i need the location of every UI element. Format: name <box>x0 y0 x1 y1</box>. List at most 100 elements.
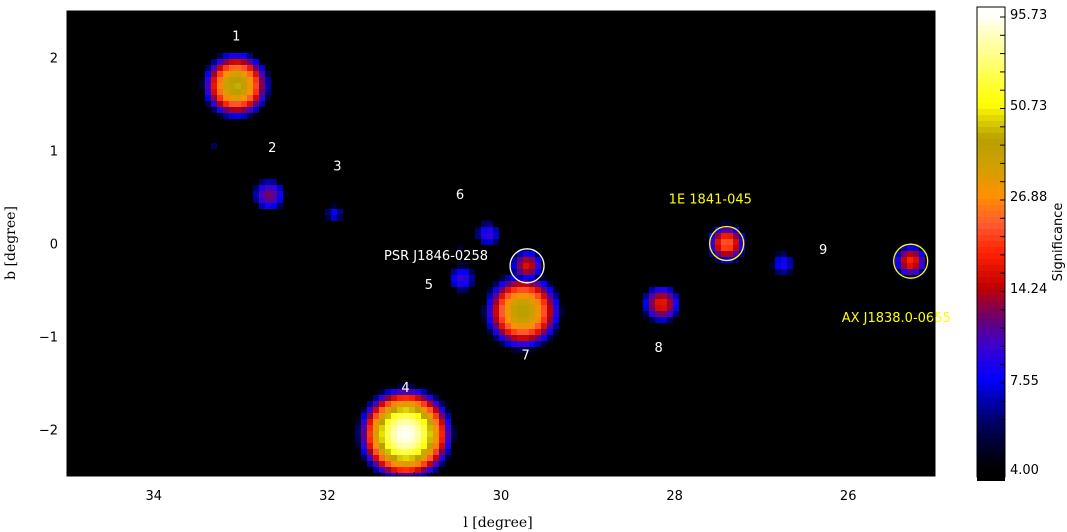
map-pixel <box>211 101 217 107</box>
map-pixel <box>415 467 421 473</box>
map-pixel <box>541 299 547 305</box>
map-pixel <box>367 443 373 449</box>
map-pixel <box>217 65 223 71</box>
map-pixel <box>247 89 253 95</box>
x-tick-label: 30 <box>493 489 510 504</box>
map-pixel <box>247 83 253 89</box>
map-pixel <box>439 419 445 425</box>
map-pixel <box>403 419 409 425</box>
map-pixel <box>403 395 409 401</box>
map-pixel <box>397 467 403 473</box>
map-pixel <box>493 323 499 329</box>
map-pixel <box>277 197 283 203</box>
map-pixel <box>457 281 463 287</box>
map-pixel <box>493 311 499 317</box>
map-pixel <box>265 191 271 197</box>
source-name-label: 1E 1841-045 <box>669 193 752 208</box>
map-pixel <box>379 401 385 407</box>
colorbar-cell <box>977 235 1005 241</box>
map-pixel <box>373 467 379 473</box>
x-tick-label: 34 <box>146 489 163 504</box>
map-pixel <box>373 437 379 443</box>
map-pixel <box>247 77 253 83</box>
map-pixel <box>247 53 253 59</box>
map-pixel <box>247 59 253 65</box>
map-pixel <box>253 197 259 203</box>
map-pixel <box>205 65 211 71</box>
map-pixel <box>385 461 391 467</box>
map-pixel <box>241 77 247 83</box>
map-pixel <box>667 305 673 311</box>
map-pixel <box>469 269 475 275</box>
source-blob <box>481 269 565 353</box>
map-pixel <box>397 419 403 425</box>
map-pixel <box>733 239 739 245</box>
map-pixel <box>505 281 511 287</box>
map-pixel <box>385 431 391 437</box>
map-pixel <box>553 299 559 305</box>
map-pixel <box>439 449 445 455</box>
map-pixel <box>391 461 397 467</box>
colorbar-cell <box>977 295 1005 301</box>
map-pixel <box>523 311 529 317</box>
colorbar-cell <box>977 379 1005 385</box>
map-pixel <box>409 455 415 461</box>
map-pixel <box>559 311 565 317</box>
colorbar-cell <box>977 175 1005 181</box>
colorbar-tick-label: 14.24 <box>1010 282 1047 297</box>
map-pixel <box>427 437 433 443</box>
map-pixel <box>415 389 421 395</box>
map-pixel <box>385 413 391 419</box>
map-pixel <box>397 437 403 443</box>
colorbar-cell <box>977 265 1005 271</box>
map-pixel <box>403 461 409 467</box>
map-pixel <box>469 275 475 281</box>
map-pixel <box>445 413 451 419</box>
colorbar-cell <box>977 271 1005 277</box>
map-pixel <box>433 455 439 461</box>
x-tick-label: 26 <box>840 489 857 504</box>
map-pixel <box>541 287 547 293</box>
map-pixel <box>229 83 235 89</box>
map-pixel <box>505 275 511 281</box>
map-pixel <box>487 293 493 299</box>
map-pixel <box>397 401 403 407</box>
source-number-label: 2 <box>268 141 276 156</box>
map-pixel <box>253 95 259 101</box>
map-pixel <box>715 239 721 245</box>
map-pixel <box>919 263 925 269</box>
map-pixel <box>385 389 391 395</box>
colorbar-cell <box>977 307 1005 313</box>
map-pixel <box>517 329 523 335</box>
map-pixel <box>367 461 373 467</box>
map-pixel <box>379 461 385 467</box>
map-pixel <box>553 305 559 311</box>
map-pixel <box>391 395 397 401</box>
source-circle <box>709 225 745 262</box>
map-pixel <box>385 419 391 425</box>
map-pixel <box>667 287 673 293</box>
map-pixel <box>535 335 541 341</box>
map-pixel <box>391 431 397 437</box>
colorbar-cell <box>977 157 1005 163</box>
colorbar-tick-label: 50.73 <box>1010 99 1047 114</box>
map-pixel <box>715 233 721 239</box>
map-pixel <box>547 305 553 311</box>
map-pixel <box>409 413 415 419</box>
map-pixel <box>367 437 373 443</box>
map-pixel <box>727 221 733 227</box>
map-pixel <box>277 203 283 209</box>
map-pixel <box>535 251 541 257</box>
map-pixel <box>733 245 739 251</box>
map-pixel <box>481 317 487 323</box>
map-pixel <box>361 407 367 413</box>
map-pixel <box>415 437 421 443</box>
map-pixel <box>523 281 529 287</box>
map-pixel <box>247 71 253 77</box>
source-number-label: 8 <box>654 341 662 356</box>
map-pixel <box>373 461 379 467</box>
map-pixel <box>523 269 529 275</box>
map-pixel <box>517 263 523 269</box>
map-pixel <box>259 95 265 101</box>
